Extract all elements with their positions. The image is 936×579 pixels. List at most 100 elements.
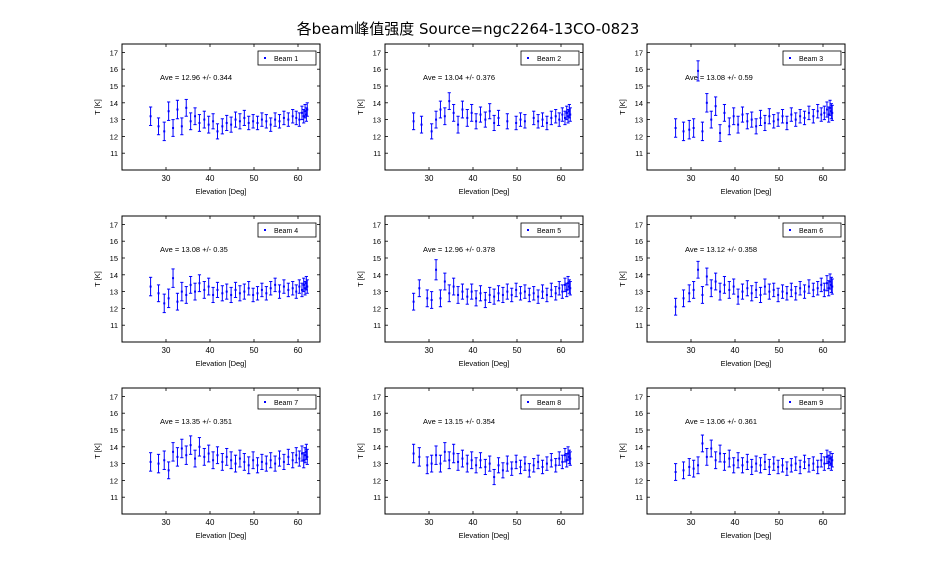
data-point xyxy=(215,446,220,465)
legend-label: Beam 8 xyxy=(537,400,561,407)
point-marker xyxy=(185,454,188,457)
point-marker xyxy=(723,111,726,114)
point-marker xyxy=(701,130,704,133)
point-marker xyxy=(820,283,823,286)
data-point xyxy=(802,110,807,126)
data-point xyxy=(505,283,509,300)
point-marker xyxy=(701,442,704,445)
x-axis-label: Elevation [Deg] xyxy=(721,187,772,196)
data-point xyxy=(545,115,549,131)
data-point xyxy=(802,454,807,470)
data-point xyxy=(238,113,242,130)
data-point xyxy=(251,114,255,129)
legend-marker xyxy=(789,57,791,59)
y-tick-label: 17 xyxy=(373,48,381,57)
point-marker xyxy=(435,118,438,121)
data-point xyxy=(483,111,487,128)
point-marker xyxy=(157,292,160,295)
data-point xyxy=(705,447,709,466)
point-marker xyxy=(269,287,272,290)
point-marker xyxy=(282,116,285,119)
y-tick-label: 13 xyxy=(635,116,643,125)
point-marker xyxy=(737,459,740,462)
point-marker xyxy=(827,113,830,116)
y-axis-label: T [K] xyxy=(618,443,627,459)
point-marker xyxy=(247,287,250,290)
data-point xyxy=(260,112,264,127)
data-point xyxy=(518,112,523,127)
data-point xyxy=(286,282,290,298)
x-tick-label: 30 xyxy=(425,518,434,527)
point-marker xyxy=(439,462,442,465)
data-point xyxy=(772,114,776,129)
data-point xyxy=(758,286,763,304)
data-point xyxy=(518,459,523,475)
y-tick-label: 17 xyxy=(373,220,381,229)
data-point xyxy=(709,439,713,458)
point-marker xyxy=(265,462,268,465)
data-point xyxy=(456,453,460,471)
data-point xyxy=(180,117,184,136)
y-tick-label: 11 xyxy=(635,321,643,330)
y-tick-label: 13 xyxy=(110,116,118,125)
data-point xyxy=(819,277,823,293)
data-point xyxy=(554,458,558,473)
data-point xyxy=(767,108,771,125)
data-point xyxy=(156,284,161,303)
data-point xyxy=(514,282,518,298)
data-point xyxy=(568,451,572,466)
point-marker xyxy=(475,464,478,467)
point-marker xyxy=(412,300,415,303)
data-point xyxy=(229,451,233,470)
point-marker xyxy=(302,115,305,118)
legend-marker xyxy=(789,401,791,403)
x-tick-label: 30 xyxy=(162,174,171,183)
point-marker xyxy=(723,283,726,286)
data-point xyxy=(696,456,700,475)
average-annotation: Ave = 13.04 +/- 0.376 xyxy=(423,73,495,82)
point-marker xyxy=(203,118,206,121)
point-marker xyxy=(567,452,570,455)
point-marker xyxy=(163,130,166,133)
data-point xyxy=(460,100,465,119)
legend-box xyxy=(520,222,580,238)
point-marker xyxy=(167,469,170,472)
data-point xyxy=(260,453,264,470)
y-tick-label: 16 xyxy=(373,65,381,74)
point-marker xyxy=(295,454,298,457)
point-marker xyxy=(523,120,526,123)
data-point xyxy=(277,450,282,467)
point-marker xyxy=(207,123,210,126)
data-point xyxy=(549,453,553,468)
point-marker xyxy=(812,462,815,465)
point-marker xyxy=(799,115,802,118)
point-marker xyxy=(541,118,544,121)
data-point xyxy=(811,282,815,298)
data-point xyxy=(215,281,220,298)
data-point xyxy=(300,105,304,121)
y-tick-label: 12 xyxy=(110,304,118,313)
point-marker xyxy=(688,128,691,131)
point-marker xyxy=(561,290,564,293)
chart-panel-2: 30 40 50 60 11 12 13 14 15 16 17 Elevation [Deg] T [… xyxy=(356,43,584,196)
point-marker xyxy=(759,464,762,467)
point-marker xyxy=(541,465,544,468)
data-point xyxy=(709,110,713,129)
data-point xyxy=(822,105,826,121)
data-point xyxy=(202,281,206,299)
point-marker xyxy=(710,287,713,290)
point-marker xyxy=(493,476,496,479)
y-axis-label: T [K] xyxy=(93,271,102,287)
average-annotation: Ave = 13.08 +/- 0.35 xyxy=(160,245,228,254)
point-marker xyxy=(830,283,833,286)
point-marker xyxy=(180,290,183,293)
data-point xyxy=(554,286,558,301)
point-marker xyxy=(688,292,691,295)
data-point xyxy=(714,451,718,470)
point-marker xyxy=(194,115,197,118)
y-tick-label: 11 xyxy=(110,493,118,502)
data-point xyxy=(255,457,260,474)
data-point xyxy=(514,454,518,470)
data-point xyxy=(674,118,678,138)
x-axis-label: Elevation [Deg] xyxy=(196,187,247,196)
